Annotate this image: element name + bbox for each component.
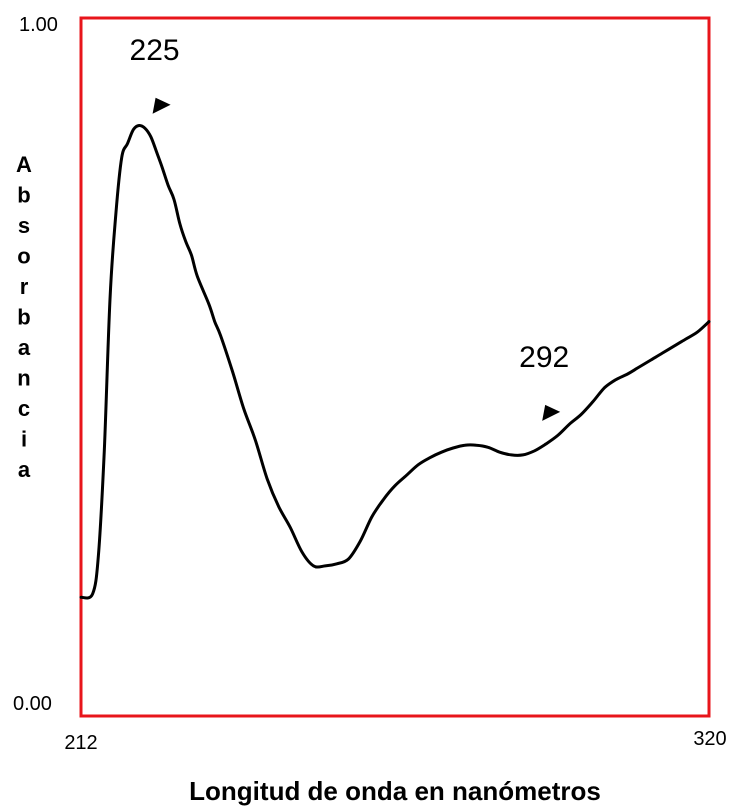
peak-annotation-label: 225 bbox=[130, 34, 180, 67]
x-tick-label-left: 212 bbox=[64, 732, 97, 754]
peak-arrow-icon bbox=[152, 97, 171, 114]
y-axis-label-letter: r bbox=[20, 274, 29, 299]
spectrum-line bbox=[79, 123, 711, 600]
y-axis-label-letter: b bbox=[17, 183, 30, 208]
peak-arrow-icon bbox=[542, 404, 561, 421]
y-axis-label-letter: i bbox=[21, 427, 27, 452]
y-tick-label-top: 1.00 bbox=[19, 14, 58, 36]
x-tick-label-right: 320 bbox=[693, 728, 726, 750]
peak-annotation-label: 292 bbox=[519, 341, 569, 374]
peak-annotations: 225 292 bbox=[130, 34, 569, 421]
y-axis-label-letter: A bbox=[16, 152, 32, 177]
y-axis-label-letter: o bbox=[17, 244, 30, 269]
y-tick-label-bottom: 0.00 bbox=[13, 693, 52, 715]
y-axis-label-letter: a bbox=[18, 335, 31, 360]
x-axis-label: Longitud de onda en nanómetros bbox=[189, 776, 601, 806]
y-axis-label-letter: s bbox=[18, 213, 30, 238]
y-axis-label-letter: n bbox=[17, 366, 30, 391]
plot-frame bbox=[79, 16, 711, 718]
y-axis-label-letter: c bbox=[18, 396, 30, 421]
y-axis-label-letter: b bbox=[17, 305, 30, 330]
y-axis-label-letter: a bbox=[18, 457, 31, 482]
